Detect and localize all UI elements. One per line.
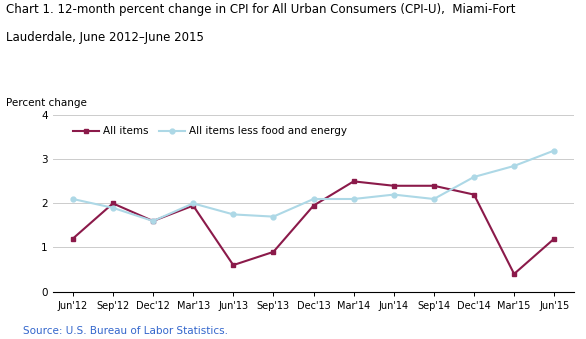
All items less food and energy: [190, 201, 197, 205]
Text: Percent change: Percent change: [6, 99, 87, 108]
Text: Chart 1. 12-month percent change in CPI for All Urban Consumers (CPI-U),  Miami-: Chart 1. 12-month percent change in CPI …: [6, 3, 515, 16]
All items: [310, 203, 317, 207]
All items: [471, 193, 478, 197]
All items: [230, 263, 237, 267]
All items: [551, 237, 558, 241]
All items: [430, 184, 437, 188]
All items less food and energy: [310, 197, 317, 201]
All items: [190, 203, 197, 207]
All items: [390, 184, 397, 188]
All items: [270, 250, 277, 254]
All items less food and energy: [471, 175, 478, 179]
All items: [110, 201, 117, 205]
All items less food and energy: [230, 212, 237, 216]
All items less food and energy: [270, 215, 277, 219]
Text: Source: U.S. Bureau of Labor Statistics.: Source: U.S. Bureau of Labor Statistics.: [23, 326, 229, 336]
Text: Lauderdale, June 2012–June 2015: Lauderdale, June 2012–June 2015: [6, 31, 204, 43]
All items less food and energy: [430, 197, 437, 201]
All items less food and energy: [390, 193, 397, 197]
Line: All items: All items: [70, 179, 557, 276]
All items less food and energy: [110, 206, 117, 210]
All items: [350, 179, 357, 183]
Legend: All items, All items less food and energy: All items, All items less food and energ…: [69, 122, 351, 141]
All items less food and energy: [350, 197, 357, 201]
Line: All items less food and energy: All items less food and energy: [70, 148, 557, 223]
All items less food and energy: [69, 197, 76, 201]
All items less food and energy: [510, 164, 517, 168]
All items: [149, 219, 156, 223]
All items less food and energy: [149, 219, 156, 223]
All items: [510, 272, 517, 276]
All items: [69, 237, 76, 241]
All items less food and energy: [551, 148, 558, 153]
